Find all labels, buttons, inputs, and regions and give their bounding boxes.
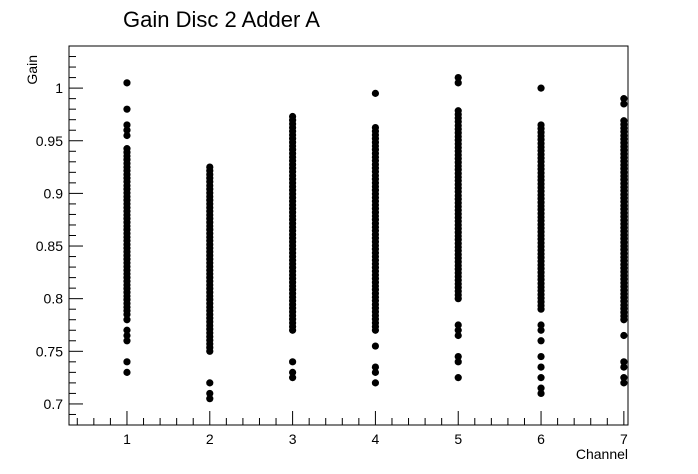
data-point	[620, 379, 628, 387]
data-point	[454, 321, 462, 329]
data-point	[206, 389, 214, 398]
x-tick-label: 7	[620, 431, 628, 447]
data-point	[454, 79, 462, 87]
data-point	[289, 374, 297, 382]
data-point	[123, 316, 131, 324]
data-point	[454, 107, 462, 115]
x-tick-label: 5	[454, 431, 462, 447]
data-point	[123, 105, 131, 113]
data-point	[620, 95, 628, 103]
data-point	[537, 321, 545, 329]
data-point	[620, 363, 628, 371]
data-point	[620, 358, 628, 366]
data-point	[454, 73, 462, 82]
data-point	[123, 131, 131, 140]
data-point	[454, 358, 462, 366]
data-point	[537, 84, 545, 92]
data-point	[371, 342, 380, 350]
data-point	[620, 100, 628, 108]
data-point	[123, 121, 131, 129]
data-point	[371, 123, 380, 132]
x-tick-label: 2	[206, 431, 214, 447]
data-point	[206, 379, 214, 387]
data-point	[206, 395, 214, 403]
data-point	[620, 374, 628, 382]
data-point	[206, 163, 214, 171]
x-tick-label: 3	[289, 431, 297, 447]
data-point	[289, 358, 297, 366]
y-tick-label: 0.75	[36, 343, 63, 359]
x-tick-label: 4	[372, 431, 380, 447]
data-point	[537, 389, 545, 398]
data-point	[289, 112, 297, 121]
y-axis-label: Gain	[24, 55, 40, 85]
y-tick-label: 0.85	[36, 238, 63, 254]
data-point	[123, 331, 131, 340]
data-point	[371, 363, 380, 371]
data-point	[454, 326, 462, 334]
data-points	[123, 73, 628, 403]
data-point	[123, 145, 131, 153]
data-point	[454, 352, 462, 361]
axes: 0.7 0.75 0.8 0.85 0.9 0.95 1 1 2 3 4 5 6 7	[36, 45, 628, 447]
data-point	[537, 121, 545, 129]
y-tick-label: 0.95	[36, 133, 63, 149]
data-point	[620, 117, 628, 125]
data-point	[537, 337, 545, 345]
data-point	[537, 352, 545, 361]
data-point	[371, 368, 380, 376]
x-tick-label: 6	[537, 431, 545, 447]
data-point	[537, 363, 545, 371]
y-tick-label: 0.7	[44, 396, 64, 412]
y-tick-label: 1	[55, 80, 63, 96]
data-point	[620, 331, 628, 340]
data-point	[537, 374, 545, 382]
data-point	[123, 368, 131, 376]
data-point	[123, 337, 131, 345]
y-tick-label: 0.8	[44, 291, 64, 307]
x-axis-label: Channel	[576, 446, 628, 462]
data-point	[123, 126, 131, 134]
x-tick-label: 1	[123, 431, 131, 447]
data-point	[454, 374, 462, 382]
data-point	[454, 331, 462, 340]
data-point	[371, 89, 380, 97]
data-point	[537, 384, 545, 392]
data-point	[289, 368, 297, 376]
y-tick-label: 0.9	[44, 185, 64, 201]
data-point	[371, 379, 380, 387]
data-point	[123, 326, 131, 334]
chart-title: Gain Disc 2 Adder A	[123, 7, 320, 32]
data-point	[123, 358, 131, 366]
data-point	[537, 326, 545, 334]
data-point	[123, 79, 131, 87]
